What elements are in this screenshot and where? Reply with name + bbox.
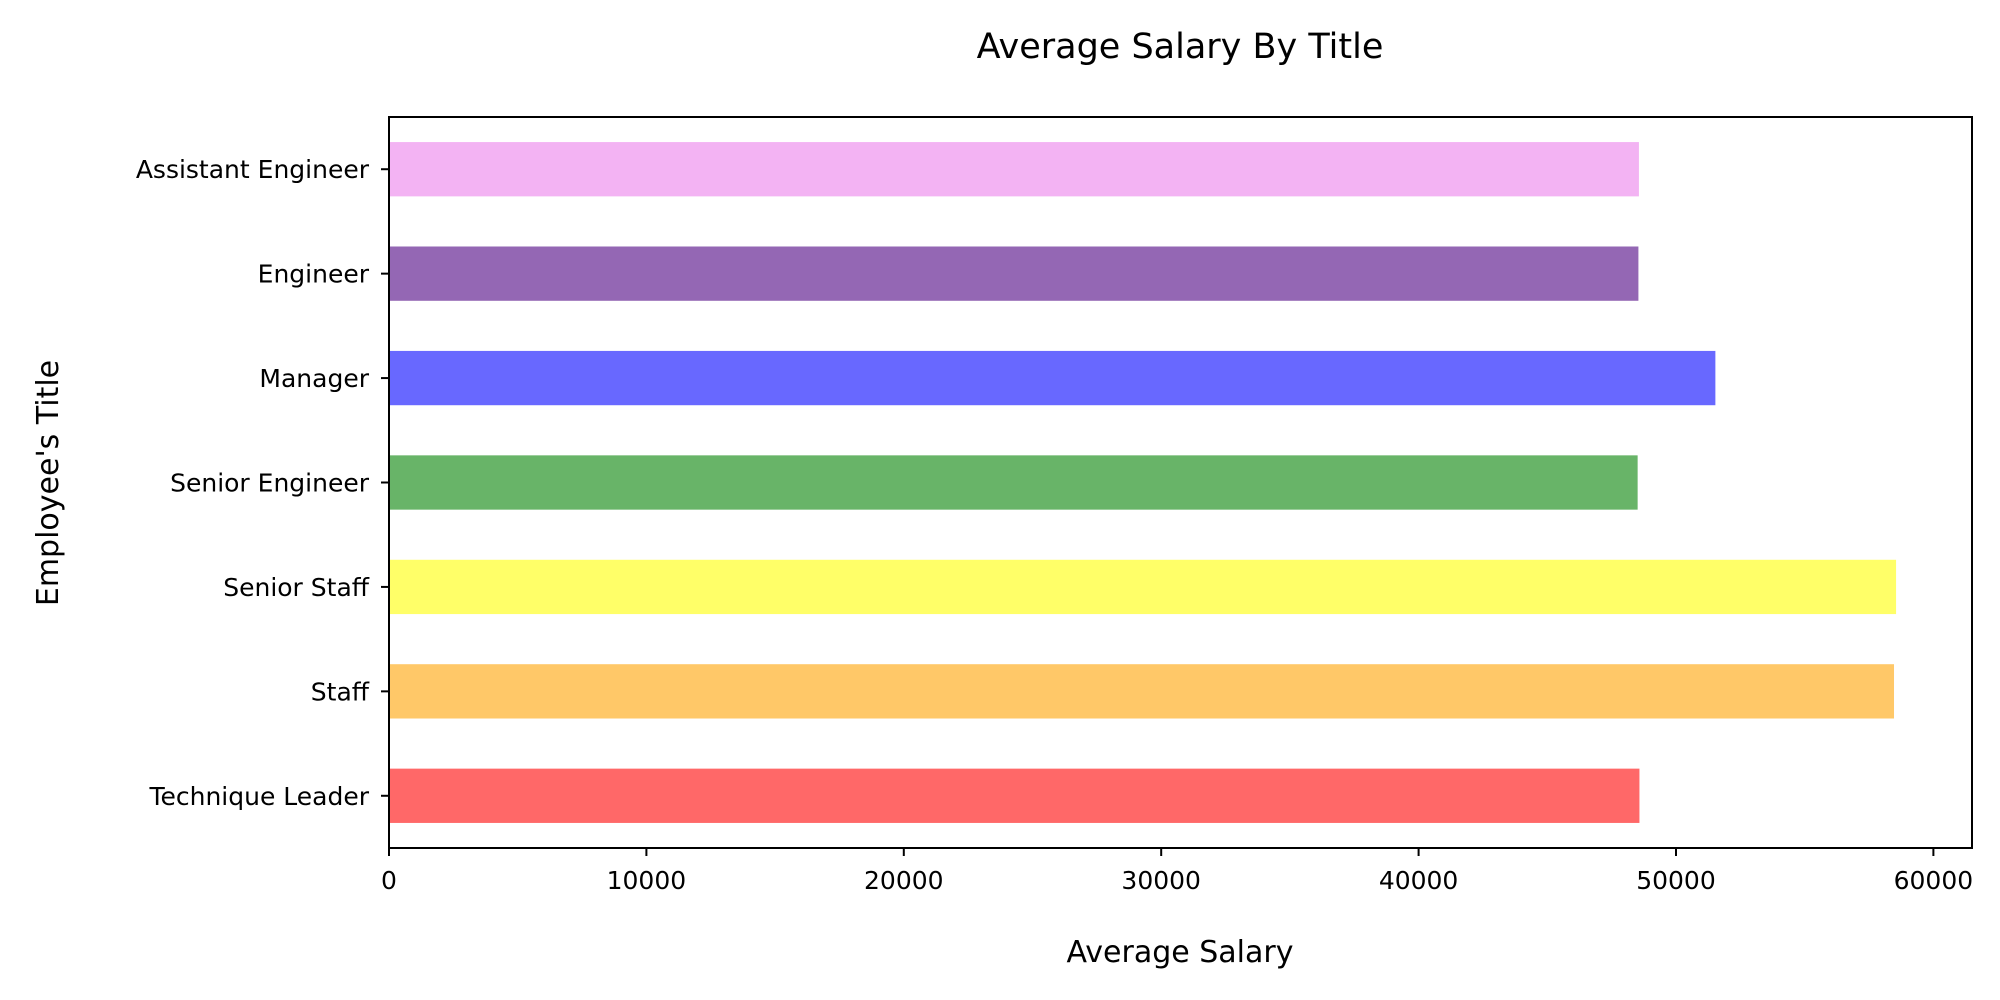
y-tick-label: Senior Staff bbox=[223, 573, 370, 602]
bar-senior-staff bbox=[389, 559, 1897, 615]
x-axis: 0 10000 20000 30000 40000 50000 60000 bbox=[381, 848, 1973, 895]
y-axis: Assistant Engineer Engineer Manager Senior … bbox=[136, 155, 389, 811]
y-tick-label: Manager bbox=[259, 364, 369, 393]
x-tick-label: 20000 bbox=[864, 866, 944, 895]
x-tick-label: 60000 bbox=[1894, 866, 1974, 895]
y-tick-label: Engineer bbox=[258, 260, 370, 289]
y-tick-label: Staff bbox=[311, 677, 370, 706]
bar-technique-leader bbox=[389, 768, 1640, 823]
y-tick-label: Technique Leader bbox=[148, 782, 369, 811]
bar-engineer bbox=[389, 246, 1639, 301]
y-tick-label: Assistant Engineer bbox=[136, 155, 370, 184]
x-tick-label: 50000 bbox=[1636, 866, 1716, 895]
bars-group bbox=[389, 142, 1897, 823]
bar-assistant-engineer bbox=[389, 142, 1639, 197]
x-tick-label: 40000 bbox=[1379, 866, 1459, 895]
bar-manager bbox=[389, 350, 1716, 406]
x-tick-label: 10000 bbox=[607, 866, 687, 895]
chart-title: Average Salary By Title bbox=[977, 27, 1384, 67]
x-tick-label: 0 bbox=[381, 866, 397, 895]
x-axis-label: Average Salary bbox=[1067, 935, 1294, 970]
y-tick-label: Senior Engineer bbox=[170, 469, 370, 498]
x-tick-label: 30000 bbox=[1121, 866, 1201, 895]
plot-frame bbox=[388, 116, 1973, 849]
bar-staff bbox=[389, 664, 1895, 719]
bar-senior-engineer bbox=[389, 455, 1638, 510]
y-axis-label: Employee's Title bbox=[31, 360, 66, 606]
